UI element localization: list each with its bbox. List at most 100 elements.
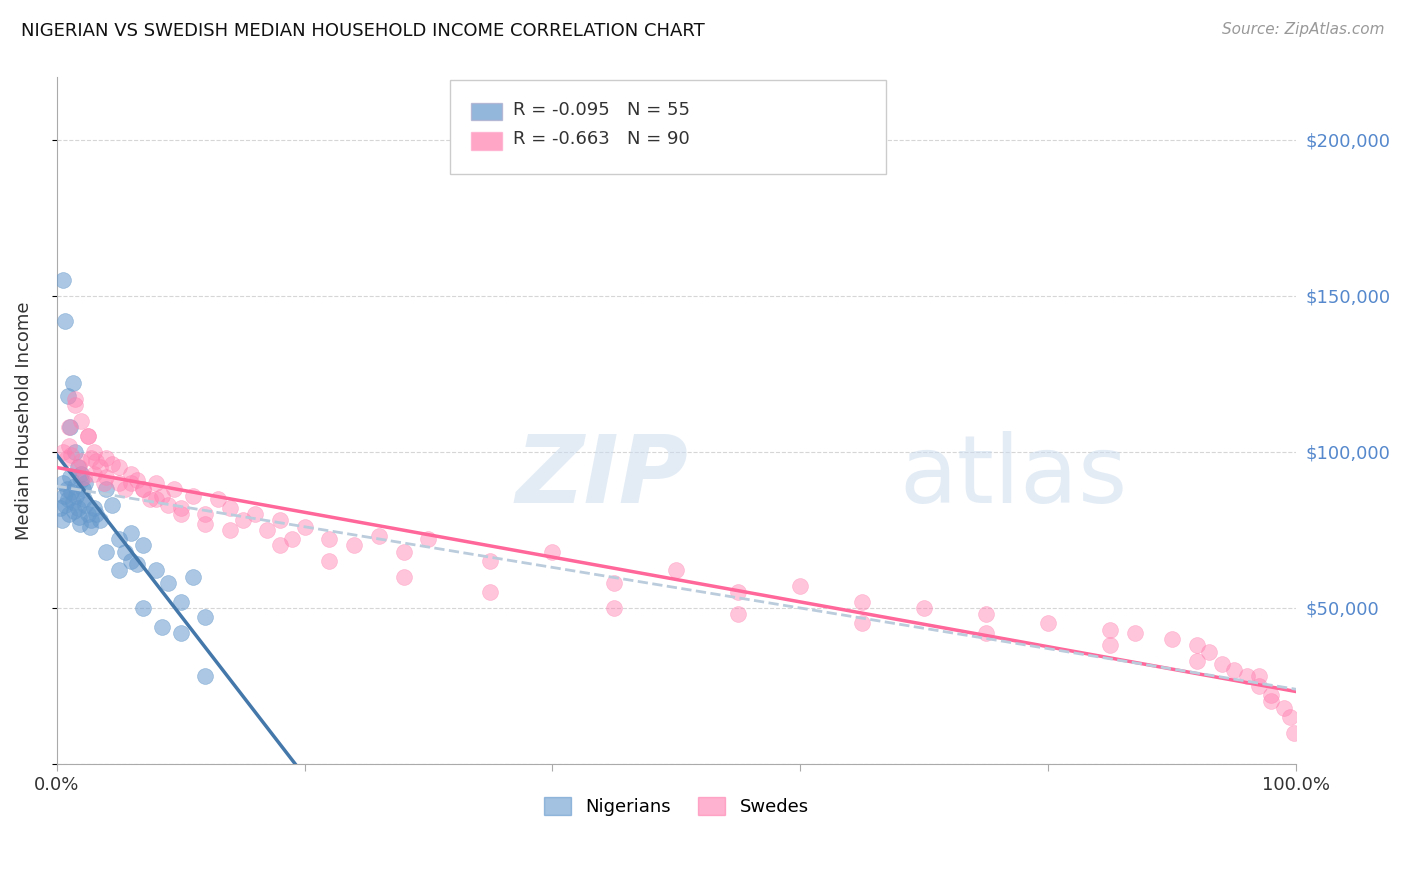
Point bbox=[96, 544, 118, 558]
Point bbox=[1198, 644, 1220, 658]
Point bbox=[207, 491, 229, 506]
Point bbox=[219, 523, 242, 537]
Point bbox=[974, 607, 997, 621]
Point bbox=[1278, 710, 1301, 724]
Point bbox=[120, 525, 142, 540]
Point bbox=[1260, 688, 1282, 702]
Point bbox=[851, 594, 873, 608]
Point bbox=[127, 473, 149, 487]
Point bbox=[107, 532, 129, 546]
Point bbox=[127, 557, 149, 571]
Point bbox=[851, 616, 873, 631]
Point bbox=[56, 389, 79, 403]
Y-axis label: Median Household Income: Median Household Income bbox=[15, 301, 32, 540]
Point bbox=[169, 594, 191, 608]
Point bbox=[120, 554, 142, 568]
Text: NIGERIAN VS SWEDISH MEDIAN HOUSEHOLD INCOME CORRELATION CHART: NIGERIAN VS SWEDISH MEDIAN HOUSEHOLD INC… bbox=[21, 22, 704, 40]
Point bbox=[70, 414, 93, 428]
Point bbox=[1223, 663, 1246, 677]
Point bbox=[1099, 638, 1122, 652]
Text: atlas: atlas bbox=[900, 431, 1128, 523]
Point bbox=[96, 483, 118, 497]
Point bbox=[52, 445, 75, 459]
Point bbox=[194, 507, 217, 521]
Point bbox=[67, 510, 90, 524]
Point bbox=[132, 600, 155, 615]
Point bbox=[912, 600, 935, 615]
Point bbox=[169, 625, 191, 640]
Point bbox=[63, 398, 86, 412]
Point bbox=[1272, 700, 1295, 714]
Point bbox=[93, 476, 115, 491]
Point bbox=[145, 563, 167, 577]
Point bbox=[1185, 638, 1208, 652]
Point bbox=[120, 467, 142, 481]
Point bbox=[83, 467, 105, 481]
Point bbox=[52, 273, 75, 287]
Point bbox=[89, 513, 111, 527]
Point bbox=[84, 507, 107, 521]
Point bbox=[392, 544, 415, 558]
Point bbox=[281, 532, 304, 546]
Point bbox=[80, 513, 103, 527]
Point bbox=[181, 569, 204, 583]
Point bbox=[56, 491, 79, 506]
Point bbox=[727, 607, 749, 621]
Point bbox=[62, 376, 84, 391]
Point bbox=[101, 458, 124, 472]
Point bbox=[66, 460, 89, 475]
Point bbox=[343, 538, 366, 552]
Point bbox=[72, 483, 94, 497]
Point bbox=[101, 498, 124, 512]
Point bbox=[96, 470, 118, 484]
Point bbox=[665, 563, 688, 577]
Point bbox=[974, 625, 997, 640]
Point bbox=[73, 470, 96, 484]
Point bbox=[138, 491, 160, 506]
Point bbox=[55, 451, 77, 466]
Point bbox=[69, 516, 91, 531]
Point bbox=[1099, 623, 1122, 637]
Point bbox=[145, 491, 167, 506]
Point bbox=[479, 554, 502, 568]
Point bbox=[181, 489, 204, 503]
Point bbox=[132, 538, 155, 552]
Point bbox=[114, 483, 136, 497]
Point bbox=[75, 476, 97, 491]
Point bbox=[60, 485, 83, 500]
Point bbox=[318, 532, 340, 546]
Point bbox=[55, 483, 77, 497]
Point bbox=[1282, 725, 1305, 739]
Point bbox=[169, 500, 191, 515]
Point bbox=[392, 569, 415, 583]
Point bbox=[194, 610, 217, 624]
Point bbox=[63, 392, 86, 406]
Point bbox=[1247, 679, 1270, 693]
Point bbox=[58, 507, 80, 521]
Point bbox=[169, 507, 191, 521]
Point bbox=[318, 554, 340, 568]
Point bbox=[1260, 694, 1282, 708]
Point bbox=[150, 619, 173, 633]
Point bbox=[76, 429, 98, 443]
Point bbox=[219, 500, 242, 515]
Point bbox=[603, 600, 626, 615]
Point bbox=[157, 498, 180, 512]
Point bbox=[727, 585, 749, 599]
Point bbox=[789, 579, 811, 593]
Point bbox=[145, 476, 167, 491]
Text: Source: ZipAtlas.com: Source: ZipAtlas.com bbox=[1222, 22, 1385, 37]
Point bbox=[58, 420, 80, 434]
Point bbox=[294, 519, 316, 533]
Point bbox=[107, 563, 129, 577]
Point bbox=[132, 483, 155, 497]
Point bbox=[96, 451, 118, 466]
Point bbox=[84, 454, 107, 468]
Point bbox=[1161, 632, 1184, 646]
Point bbox=[1038, 616, 1060, 631]
Point bbox=[163, 483, 186, 497]
Point bbox=[79, 519, 101, 533]
Point bbox=[114, 544, 136, 558]
Point bbox=[53, 498, 76, 512]
Point bbox=[65, 489, 87, 503]
